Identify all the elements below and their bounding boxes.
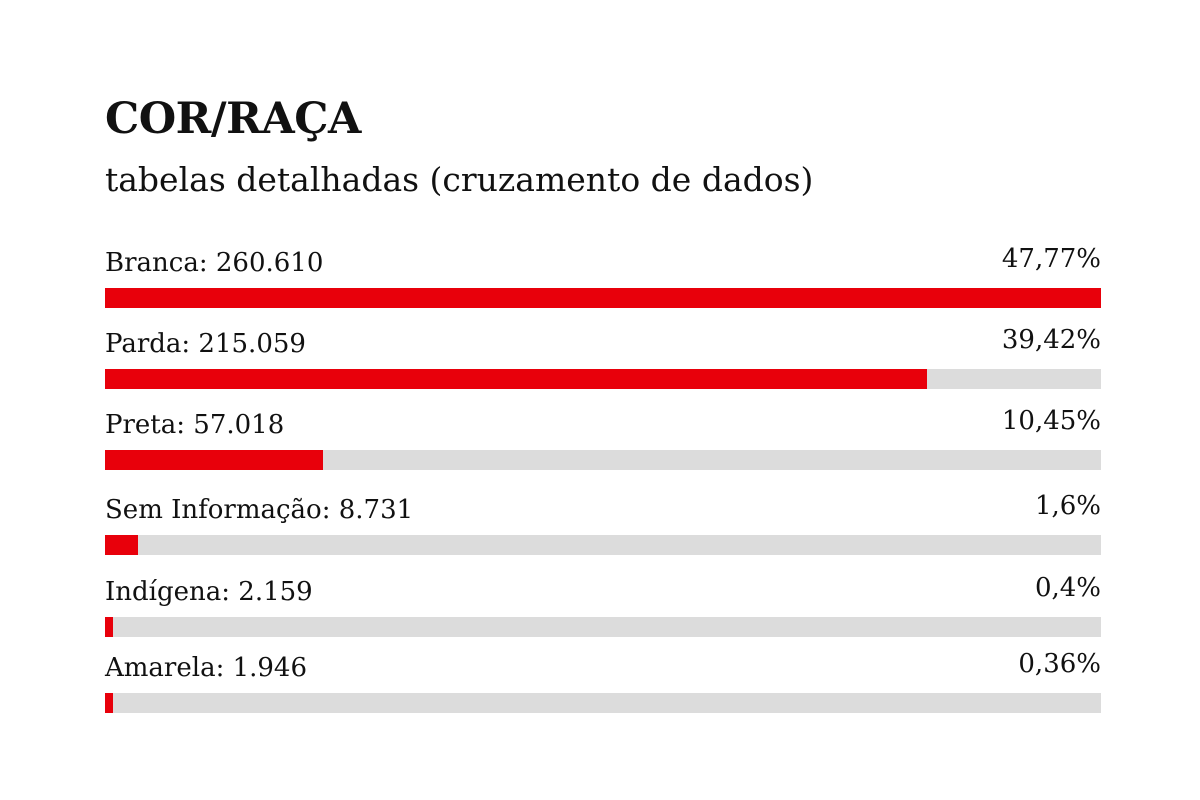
bar-fill	[105, 535, 138, 555]
bar-fill	[105, 617, 113, 637]
bar-row-amarela: Amarela: 1.946 0,36%	[105, 647, 1101, 713]
bar-percent-label: 10,45%	[1001, 406, 1101, 436]
bar-row-branca: Branca: 260.610 47,77%	[105, 242, 1101, 308]
bar-track	[105, 288, 1101, 308]
bar-label: Sem Informação: 8.731	[105, 495, 414, 525]
bar-percent-label: 39,42%	[1001, 325, 1101, 355]
bar-label: Preta: 57.018	[105, 410, 285, 440]
bar-fill	[105, 450, 323, 470]
bar-percent-label: 1,6%	[1034, 491, 1101, 521]
bar-percent-label: 0,4%	[1034, 573, 1101, 603]
bar-row-preta: Preta: 57.018 10,45%	[105, 404, 1101, 470]
bar-percent-label: 0,36%	[1018, 649, 1101, 679]
bar-label: Branca: 260.610	[105, 248, 324, 278]
bar-row-sem-informacao: Sem Informação: 8.731 1,6%	[105, 489, 1101, 555]
chart-title: COR/RAÇA	[105, 94, 361, 144]
bar-track	[105, 450, 1101, 470]
bar-label: Indígena: 2.159	[105, 577, 313, 607]
bar-track	[105, 693, 1101, 713]
bar-label: Amarela: 1.946	[105, 653, 308, 683]
bar-row-parda: Parda: 215.059 39,42%	[105, 323, 1101, 389]
bar-percent-label: 47,77%	[1001, 244, 1101, 274]
chart-subtitle: tabelas detalhadas (cruzamento de dados)	[105, 160, 814, 199]
bar-fill	[105, 369, 927, 389]
bar-track	[105, 535, 1101, 555]
bar-row-indigena: Indígena: 2.159 0,4%	[105, 571, 1101, 637]
bar-track	[105, 617, 1101, 637]
bar-track	[105, 369, 1101, 389]
chart: COR/RAÇA tabelas detalhadas (cruzamento …	[105, 92, 1101, 713]
bar-fill	[105, 693, 113, 713]
bar-label: Parda: 215.059	[105, 329, 306, 359]
bar-fill	[105, 288, 1101, 308]
